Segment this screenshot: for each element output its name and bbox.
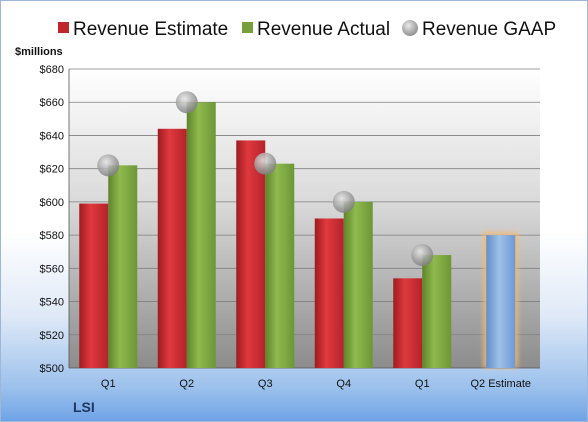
y-axis-unit-label: $millions [15, 46, 63, 58]
legend-label-actual: Revenue Actual [257, 19, 390, 40]
x-tick-label: Q1 [101, 378, 116, 390]
y-tick-label: $600 [40, 197, 64, 209]
marker-revenue-gaap [332, 190, 355, 213]
bar-revenue-actual [343, 201, 373, 368]
gridlines [68, 68, 540, 369]
y-tick-label: $660 [40, 97, 64, 109]
company-label: LSI [73, 399, 95, 415]
legend: Revenue Estimate Revenue Actual Revenue … [58, 19, 556, 40]
y-tick-label: $680 [40, 64, 64, 76]
bar-revenue-estimate [236, 140, 266, 368]
bar-revenue-actual [108, 165, 138, 368]
y-tick-label: $620 [40, 164, 64, 176]
y-tick-label: $540 [40, 297, 64, 309]
y-tick-label: $580 [40, 230, 64, 242]
marker-revenue-gaap [411, 244, 434, 267]
bar-revenue-actual [422, 255, 452, 368]
bar-revenue-actual [186, 102, 216, 368]
bar-revenue-estimate [393, 278, 423, 368]
y-axis-ticks: $500 $520 $540 $560 $580 $600 $620 $640 $660 $680 [40, 64, 64, 375]
y-tick-label: $500 [40, 363, 64, 375]
legend-swatch-actual [242, 22, 253, 33]
legend-label-estimate: Revenue Estimate [73, 19, 228, 40]
x-tick-label: Q4 [336, 378, 351, 390]
x-tick-label: Q3 [258, 378, 273, 390]
x-tick-label: Q1 [415, 378, 430, 390]
bar-q2-estimate [486, 235, 516, 368]
marker-revenue-gaap [175, 91, 198, 114]
bar-revenue-estimate [79, 203, 109, 368]
x-axis-ticks: Q1 Q2 Q3 Q4 Q1 Q2 Estimate [101, 378, 531, 390]
legend-swatch-estimate [58, 22, 69, 33]
bar-revenue-actual [265, 163, 295, 368]
marker-revenue-gaap [254, 152, 277, 175]
marker-revenue-gaap [97, 154, 120, 177]
plot-area [69, 69, 540, 368]
x-tick-label: Q2 [179, 378, 194, 390]
gaap-markers [97, 91, 434, 267]
bar-revenue-estimate [157, 128, 187, 368]
legend-label-gaap: Revenue GAAP [422, 19, 556, 40]
bar-revenue-estimate [314, 218, 344, 368]
bars [79, 102, 519, 368]
x-tick-label: Q2 Estimate [470, 378, 531, 390]
y-tick-label: $520 [40, 330, 64, 342]
y-tick-label: $640 [40, 130, 64, 142]
y-tick-label: $560 [40, 263, 64, 275]
legend-swatch-gaap [402, 20, 418, 36]
